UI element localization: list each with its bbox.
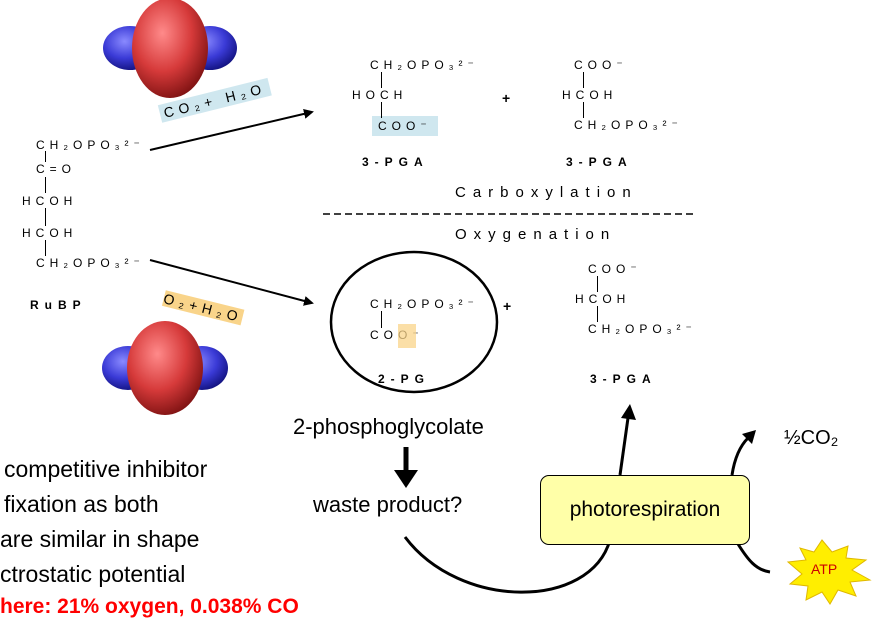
pga2-label: 3-PGA	[566, 155, 633, 169]
bond	[45, 151, 46, 162]
body-text-line1: competitive inhibitor	[4, 456, 208, 482]
bond	[597, 276, 598, 292]
pga3-label: 3-PGA	[590, 372, 657, 386]
pga2-line1: COO⁻	[574, 58, 628, 72]
oxygenation-title: Oxygenation	[455, 226, 617, 243]
bond	[583, 72, 584, 88]
body-text-line2: fixation as both	[4, 491, 159, 517]
arrow-half-co2	[730, 436, 750, 476]
half-co2-label: ½CO₂	[784, 427, 839, 449]
pga1-line2: HOCH	[352, 88, 408, 102]
bond	[381, 311, 382, 328]
bond	[381, 72, 382, 88]
carboxylation-plus: +	[502, 90, 511, 106]
pga1-label: 3-PGA	[362, 155, 429, 169]
bond	[381, 102, 382, 118]
pga2-line2: HCOH	[562, 88, 618, 102]
rubp-label: RuBP	[30, 298, 87, 312]
rubp-line4: HCOH	[22, 226, 78, 240]
oxygenation-arrow	[149, 259, 314, 306]
rubp-line5: CH₂OPO₃²⁻	[36, 256, 145, 270]
carboxylation-title: Carboxylation	[455, 184, 638, 201]
phosphoglycolate-label: 2-phosphoglycolate	[293, 414, 484, 439]
o2-orbital-icon	[102, 321, 228, 415]
up-arrow-3pga	[618, 417, 630, 476]
photorespiration-curve	[403, 536, 612, 594]
atp-line	[736, 543, 771, 574]
pga2-line3: CH₂OPO₃²⁻	[574, 118, 683, 132]
carboxylation-arrow	[149, 108, 314, 151]
bond	[597, 306, 598, 322]
pga1-line3: COO⁻	[372, 116, 438, 136]
atp-label: ATP	[811, 561, 838, 577]
2pg-highlight	[398, 324, 416, 348]
waste-product-label: waste product?	[313, 492, 463, 517]
diagram-graphics	[102, 0, 872, 605]
pga3-line3: CH₂OPO₃²⁻	[588, 322, 697, 336]
bond	[583, 102, 584, 118]
rubp-line2: C=O	[36, 162, 77, 176]
oxygenation-plus: +	[503, 298, 512, 314]
bond	[45, 208, 46, 226]
2pg-circle	[329, 250, 499, 394]
rubp-line3: HCOH	[22, 194, 78, 208]
body-text-line5: here: 21% oxygen, 0.038% CO	[0, 595, 299, 618]
body-text-line3: are similar in shape	[0, 526, 200, 552]
pga3-line2: HCOH	[575, 292, 631, 306]
bond	[45, 240, 46, 256]
pga3-line1: COO⁻	[588, 262, 642, 276]
rubp-line1: CH₂OPO₃²⁻	[36, 138, 145, 152]
photorespiration-label: photorespiration	[569, 498, 721, 521]
atp-starburst-icon	[786, 539, 872, 605]
2pg-line1: CH₂OPO₃²⁻	[370, 297, 479, 311]
bond	[45, 177, 46, 193]
2pg-label: 2-PG	[378, 372, 431, 386]
photorespiration-box: photorespiration	[540, 475, 750, 545]
body-text-line4: ctrostatic potential	[0, 561, 186, 587]
pga1-line1: CH₂OPO₃²⁻	[370, 58, 479, 72]
co2-orbital-icon	[103, 0, 237, 98]
